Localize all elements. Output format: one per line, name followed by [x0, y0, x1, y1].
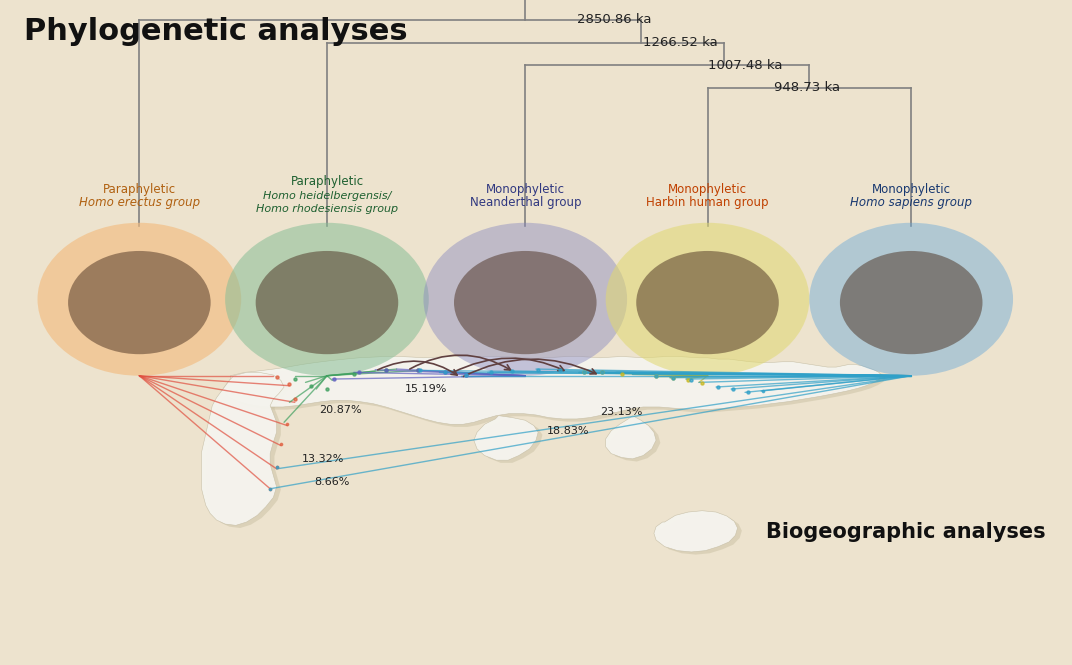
Text: Biogeographic analyses: Biogeographic analyses — [765, 522, 1045, 542]
Polygon shape — [606, 416, 656, 459]
Text: 15.19%: 15.19% — [405, 384, 448, 394]
Text: Homo sapiens group: Homo sapiens group — [850, 196, 972, 209]
Ellipse shape — [69, 251, 210, 354]
Ellipse shape — [606, 223, 809, 376]
Text: Monophyletic: Monophyletic — [872, 183, 951, 196]
Text: Homo rhodesiensis group: Homo rhodesiensis group — [256, 204, 398, 214]
Text: 20.87%: 20.87% — [319, 405, 362, 416]
Ellipse shape — [636, 251, 778, 354]
Polygon shape — [206, 375, 288, 528]
Text: Phylogenetic analyses: Phylogenetic analyses — [24, 17, 407, 46]
Text: Neanderthal group: Neanderthal group — [470, 196, 581, 209]
Text: Paraphyletic: Paraphyletic — [103, 183, 176, 196]
Text: Paraphyletic: Paraphyletic — [291, 174, 363, 188]
Text: 8.66%: 8.66% — [314, 477, 349, 487]
Polygon shape — [202, 372, 284, 525]
Text: 23.13%: 23.13% — [600, 407, 643, 418]
Ellipse shape — [225, 223, 429, 376]
Ellipse shape — [839, 251, 982, 354]
Polygon shape — [227, 359, 885, 427]
Text: 2850.86 ka: 2850.86 ka — [577, 13, 651, 27]
Ellipse shape — [255, 251, 398, 354]
Polygon shape — [610, 418, 660, 462]
Text: Monophyletic: Monophyletic — [486, 183, 565, 196]
Text: Homo erectus group: Homo erectus group — [79, 196, 199, 209]
Text: 1266.52 ka: 1266.52 ka — [643, 36, 718, 49]
Text: 1007.48 ka: 1007.48 ka — [708, 59, 781, 72]
Text: 948.73 ka: 948.73 ka — [774, 81, 840, 94]
Text: 18.83%: 18.83% — [547, 426, 590, 436]
Text: Harbin human group: Harbin human group — [646, 196, 769, 209]
Text: Homo heidelbergensis/: Homo heidelbergensis/ — [263, 191, 391, 201]
Ellipse shape — [453, 251, 596, 354]
Text: Monophyletic: Monophyletic — [668, 183, 747, 196]
Ellipse shape — [809, 223, 1013, 376]
Polygon shape — [223, 356, 881, 424]
Polygon shape — [654, 511, 738, 552]
Polygon shape — [658, 513, 742, 555]
Ellipse shape — [423, 223, 627, 376]
Ellipse shape — [38, 223, 241, 376]
Polygon shape — [478, 418, 542, 463]
Text: 13.32%: 13.32% — [302, 454, 345, 464]
Polygon shape — [474, 416, 538, 460]
